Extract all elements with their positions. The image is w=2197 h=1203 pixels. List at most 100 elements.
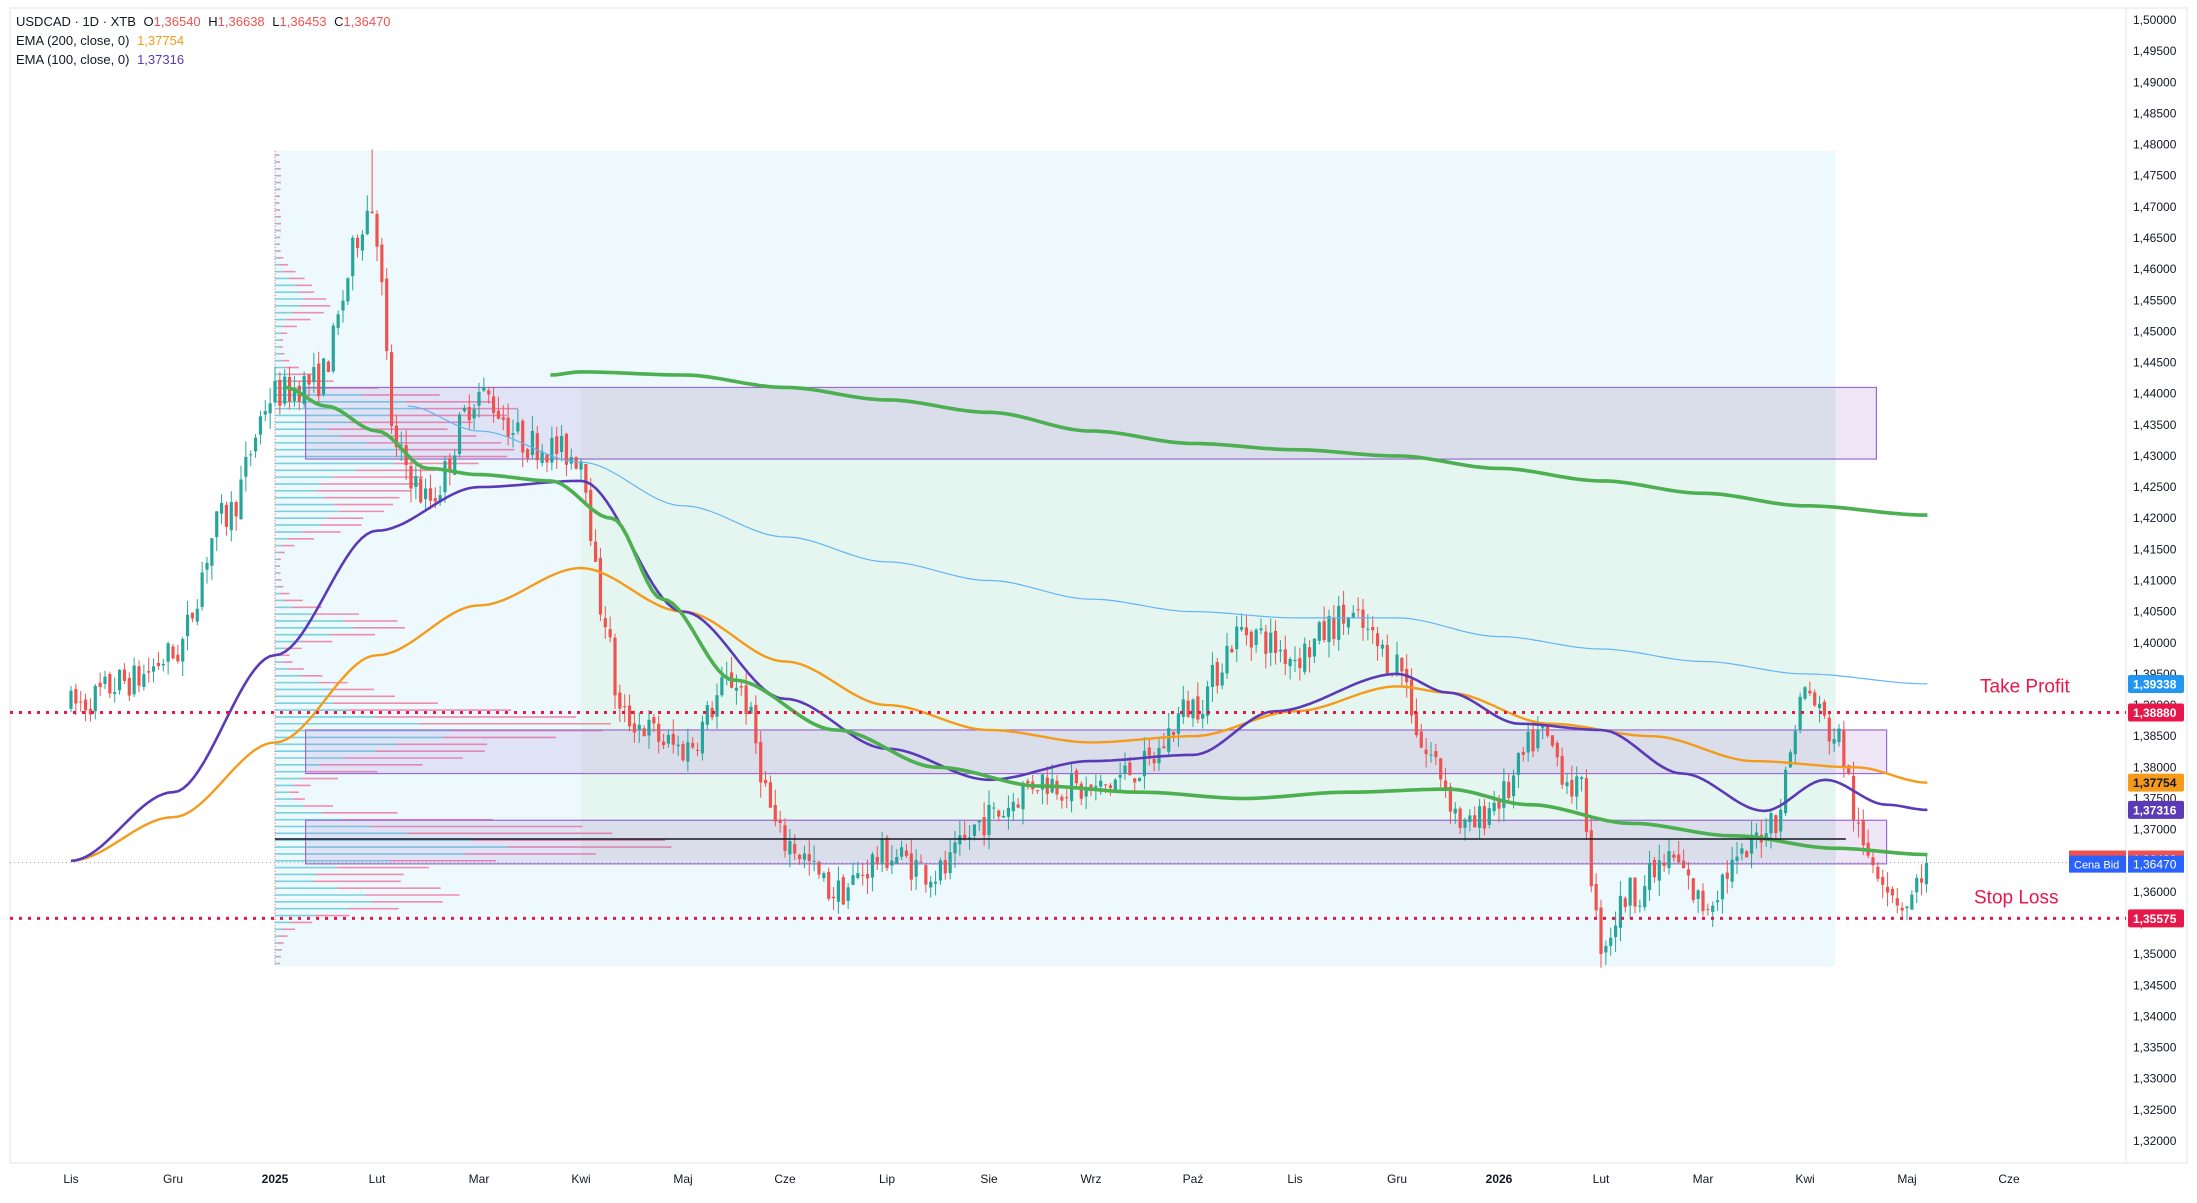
candle	[1919, 864, 1924, 896]
candle	[574, 456, 578, 470]
candle-body	[1259, 628, 1263, 631]
candle	[642, 725, 646, 737]
candle	[657, 715, 661, 754]
candle	[1594, 873, 1598, 920]
candle	[278, 372, 282, 415]
ema200-line[interactable]	[70, 566, 1928, 862]
candle-body	[1366, 628, 1370, 630]
zone-upper[interactable]	[305, 386, 1878, 460]
candle	[763, 771, 768, 787]
bid-price-tag[interactable]: Cena Bid 1,36470	[2069, 855, 2184, 873]
candle	[1550, 735, 1555, 748]
candle-body	[1837, 728, 1841, 743]
candle-body	[321, 358, 326, 395]
candle	[569, 448, 573, 470]
candle	[977, 819, 981, 832]
candle	[1001, 810, 1006, 818]
candle-body	[885, 837, 889, 869]
axis-price-tag: 1,37316	[2128, 800, 2184, 819]
candle	[1579, 775, 1584, 792]
candle-body	[1108, 785, 1113, 789]
candle	[1463, 817, 1467, 841]
candle	[1035, 789, 1040, 794]
candle	[1915, 874, 1919, 904]
candle	[856, 861, 860, 880]
legend-ema100-row[interactable]: EMA (100, close, 0) 1,37316	[16, 50, 391, 69]
candle-body	[317, 363, 321, 397]
candle-body	[1307, 647, 1312, 658]
candle-body	[1643, 886, 1647, 908]
candle-body	[831, 896, 836, 899]
candle-body	[1711, 905, 1715, 912]
candle-body	[1813, 692, 1817, 706]
candle	[1487, 802, 1491, 829]
candle-body	[351, 237, 355, 277]
ohlc-open: O1,36540	[143, 14, 201, 29]
time-axis[interactable]: Lis Gru 2025 Lut Mar Kwi Maj Cze Lip Sie Wrz Paź Lis…	[63, 1172, 2020, 1186]
candle-body	[1497, 799, 1501, 809]
candle-body	[841, 877, 845, 905]
month-label: Gru	[1387, 1172, 1407, 1186]
legend-ema200-row[interactable]: EMA (200, close, 0) 1,37754	[16, 31, 391, 50]
candle	[676, 735, 680, 757]
month-label: Lis	[1287, 1172, 1302, 1186]
candle-body	[1385, 644, 1389, 674]
candle	[525, 447, 530, 463]
candle-body	[589, 489, 593, 541]
candle	[1881, 869, 1885, 899]
candle	[336, 310, 340, 336]
candle-body	[1905, 906, 1909, 909]
candle	[1570, 765, 1574, 804]
price-axis[interactable]: 1,50000 1,49500 1,49000 1,48500 1,48000 1,475…	[2133, 13, 2177, 1148]
candle-body	[1264, 631, 1268, 654]
candle	[666, 730, 671, 748]
candle	[739, 682, 743, 696]
candle-body	[919, 861, 923, 863]
month-label: Paź	[1183, 1172, 1204, 1186]
candle-body	[448, 458, 452, 472]
candle-body	[797, 854, 802, 860]
take-profit-text: Take Profit	[1980, 677, 2070, 698]
candle	[555, 426, 559, 470]
candle	[870, 851, 875, 892]
candle-body	[914, 860, 918, 877]
month-label: Kwi	[571, 1172, 590, 1186]
candle-body	[346, 278, 350, 302]
candle	[142, 664, 146, 691]
candle	[375, 210, 379, 262]
candle-body	[1885, 886, 1890, 893]
candle	[1400, 657, 1404, 686]
candle-body	[778, 819, 782, 823]
candle-body	[763, 779, 768, 784]
candle	[1259, 618, 1263, 635]
candle-body	[1915, 877, 1919, 893]
candle-body	[210, 538, 214, 566]
candle	[1361, 598, 1365, 641]
candle	[681, 740, 685, 763]
zone-lower[interactable]	[305, 819, 1888, 865]
candle	[249, 450, 253, 467]
candle-body	[1701, 890, 1705, 912]
candle-body	[744, 685, 748, 715]
candle	[618, 684, 622, 723]
candle-body	[1016, 804, 1020, 808]
candle	[797, 853, 802, 865]
price-tick-label: 1,41500	[2133, 542, 2177, 556]
candle-body	[132, 665, 136, 695]
candle-body	[394, 425, 399, 448]
ema100-value: 1,37316	[137, 52, 185, 67]
candle-body	[1715, 900, 1720, 903]
candle	[132, 657, 136, 697]
candle-body	[1788, 752, 1793, 768]
candle	[516, 409, 520, 435]
candle	[1419, 723, 1423, 749]
candle-body	[1176, 713, 1181, 734]
candle	[1798, 692, 1802, 734]
candle-body	[336, 314, 340, 328]
candle	[1196, 682, 1200, 724]
candle-body	[312, 367, 316, 383]
candle-body	[1633, 877, 1637, 907]
candle-body	[249, 454, 253, 456]
